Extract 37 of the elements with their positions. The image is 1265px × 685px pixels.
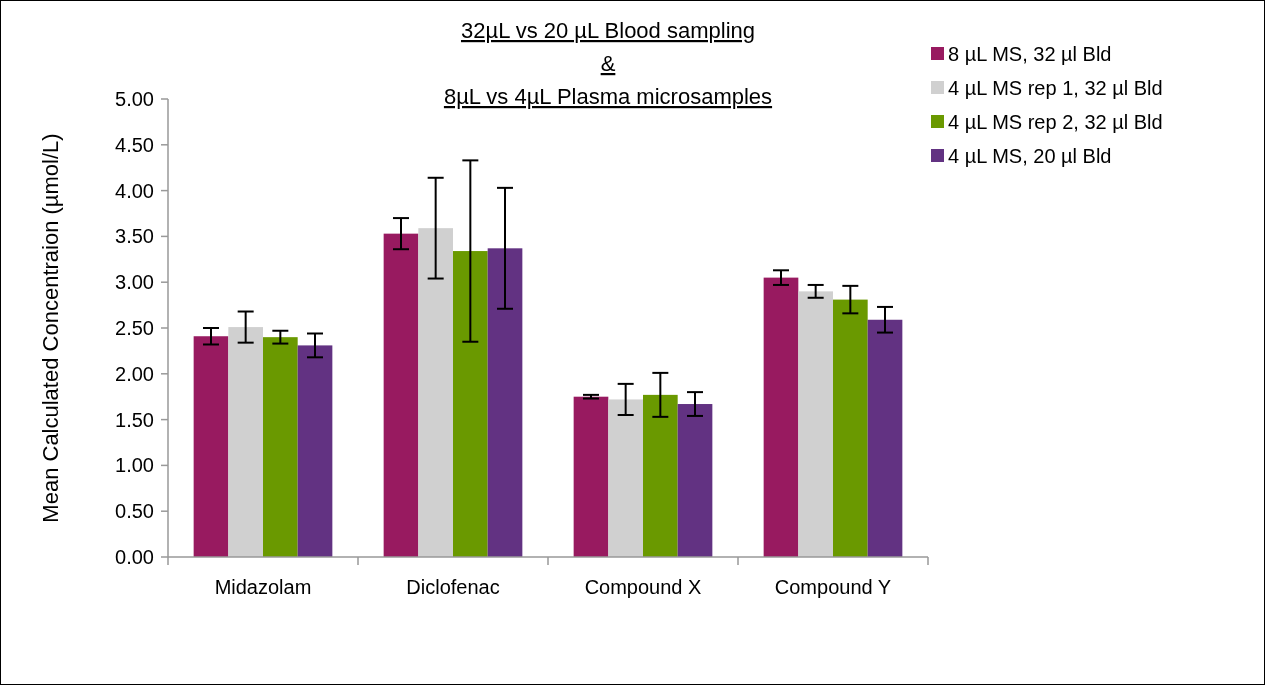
y-tick-label: 0.00 (115, 546, 154, 568)
legend-label: 4 µL MS, 20 µl Bld (948, 145, 1112, 167)
y-tick-label: 3.50 (115, 225, 154, 248)
y-tick-label: 1.00 (115, 454, 154, 477)
bar (228, 327, 263, 557)
y-tick-label: 5.00 (115, 88, 154, 110)
y-tick-label: 3.00 (115, 271, 154, 294)
bar (677, 404, 713, 557)
bar (573, 396, 609, 557)
bar (297, 345, 333, 557)
x-tick-label: Compound Y (774, 576, 892, 598)
legend-label: 8 µL MS, 32 µl Bld (948, 43, 1112, 65)
bar (643, 394, 678, 557)
y-tick-label: 1.50 (115, 408, 154, 431)
bar (193, 336, 229, 557)
bar (487, 248, 523, 557)
chart-title: 32µL vs 20 µL Blood sampling & 8µL vs 4µL Plasma microsamples (443, 18, 773, 109)
y-tick-label: 2.50 (115, 317, 154, 339)
y-tick-label: 4.00 (115, 179, 154, 202)
x-tick-label: Midazolam (214, 576, 312, 598)
legend-label: 4 µL MS rep 1, 32 µl Bld (948, 77, 1163, 99)
x-tick-label: Diclofenac (406, 576, 500, 598)
bar (453, 251, 488, 557)
bar (763, 277, 799, 557)
x-tick-label: Compound X (584, 576, 702, 598)
bar (608, 399, 643, 557)
y-tick-label: 4.50 (115, 133, 154, 156)
y-axis-title: Mean Calculated Concentraion (µmol/L) (38, 133, 63, 523)
legend-label: 4 µL MS rep 2, 32 µl Bld (948, 111, 1163, 133)
bar (263, 337, 298, 557)
y-tick-label: 2.00 (115, 362, 154, 385)
bar (383, 233, 419, 557)
y-tick-label: 0.50 (115, 500, 154, 523)
bar (833, 299, 868, 557)
bar (418, 228, 453, 557)
bar (867, 319, 903, 557)
bar (798, 291, 833, 557)
